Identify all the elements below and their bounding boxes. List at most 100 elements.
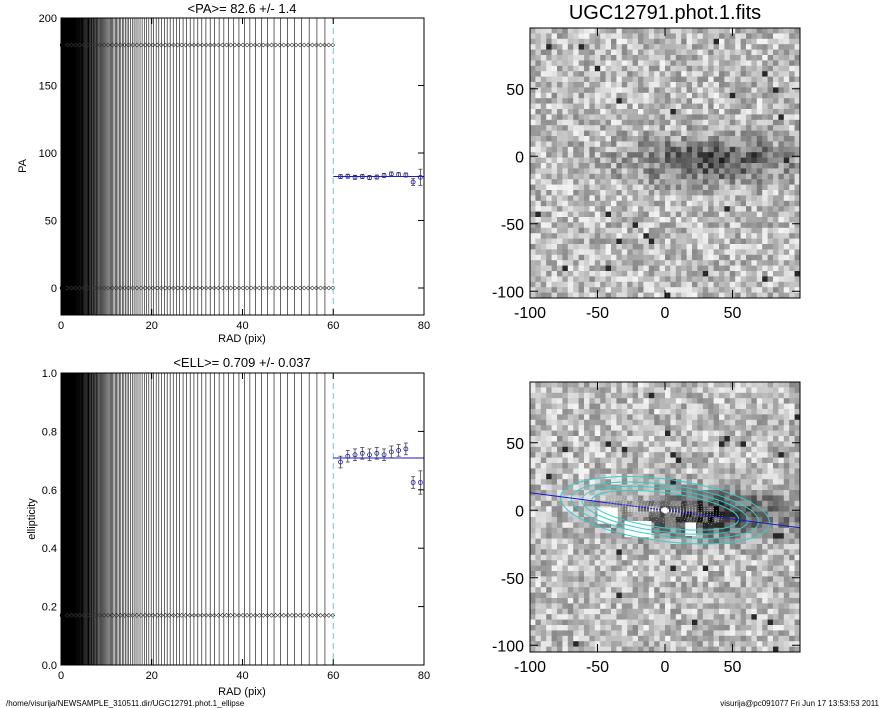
image-pixel	[659, 403, 666, 410]
image-pixel	[600, 533, 606, 539]
row-marker	[216, 612, 221, 618]
image-pixel	[589, 109, 596, 115]
image-pixel	[670, 425, 677, 431]
image-pixel	[756, 130, 763, 137]
image-pixel	[794, 200, 801, 207]
image-pixel	[562, 65, 569, 72]
image-pixel	[589, 387, 596, 394]
image-pixel	[724, 146, 731, 153]
image-pixel	[756, 287, 763, 293]
image-pixel	[632, 260, 639, 266]
image-pixel	[648, 146, 655, 153]
image-pixel	[654, 287, 660, 293]
image-pixel	[756, 463, 763, 469]
image-pixel	[719, 441, 725, 448]
image-pixel	[648, 409, 655, 415]
image-pixel	[530, 38, 536, 45]
image-pixel	[557, 222, 563, 229]
image-pixel	[762, 60, 768, 67]
image-pixel	[594, 441, 601, 448]
image-pixel	[740, 468, 747, 475]
image-pixel	[789, 179, 795, 185]
image-pixel	[578, 554, 585, 561]
image-pixel	[746, 92, 752, 99]
image-pixel	[605, 522, 612, 529]
image-pixel	[616, 281, 623, 288]
image-pixel	[675, 446, 682, 453]
image-pixel	[670, 146, 677, 153]
image-pixel	[648, 119, 655, 126]
image-pixel	[665, 292, 671, 299]
row-marker	[322, 612, 328, 618]
image-pixel	[767, 55, 774, 61]
image-pixel	[767, 60, 774, 67]
image-pixel	[578, 495, 585, 502]
image-pixel	[551, 517, 558, 523]
image-pixel	[789, 136, 795, 142]
image-pixel	[670, 217, 677, 223]
image-pixel	[686, 441, 693, 448]
image-pixel	[692, 565, 698, 572]
image-pixel	[751, 179, 758, 185]
image-pixel	[632, 146, 639, 153]
image-pixel	[594, 414, 601, 421]
image-pixel	[627, 125, 633, 131]
image-pixel	[767, 92, 774, 99]
image-pixel	[605, 392, 612, 399]
image-pixel	[638, 382, 644, 388]
image-pixel	[767, 457, 774, 464]
image-pixel	[665, 495, 671, 502]
image-pixel	[729, 414, 736, 421]
image-pixel	[654, 211, 660, 218]
image-pixel	[648, 392, 655, 399]
image-pixel	[535, 544, 542, 550]
image-pixel	[659, 136, 666, 142]
image-pixel	[616, 414, 623, 421]
image-pixel	[735, 254, 741, 261]
image-pixel	[643, 200, 650, 207]
image-pixel	[719, 403, 725, 410]
image-pixel	[735, 495, 741, 502]
image-pixel	[659, 265, 666, 272]
image-pixel	[681, 195, 687, 202]
image-pixel	[589, 265, 596, 272]
image-pixel	[778, 109, 785, 115]
image-pixel	[567, 425, 574, 431]
image-pixel	[773, 195, 779, 202]
image-pixel	[675, 71, 682, 77]
image-pixel	[562, 87, 569, 94]
image-pixel	[551, 430, 558, 437]
image-pixel	[783, 157, 790, 164]
image-pixel	[740, 425, 747, 431]
image-pixel	[708, 392, 714, 399]
image-pixel	[632, 141, 639, 148]
image-pixel	[530, 392, 536, 399]
image-pixel	[616, 211, 623, 218]
image-pixel	[773, 452, 779, 458]
image-pixel	[756, 495, 763, 502]
image-pixel	[708, 55, 714, 61]
image-pixel	[762, 403, 768, 410]
row-marker	[162, 285, 168, 291]
image-pixel	[783, 227, 790, 234]
image-pixel	[578, 71, 585, 77]
data-point	[403, 172, 409, 178]
image-pixel	[686, 44, 693, 50]
image-pixel	[648, 452, 655, 458]
image-pixel	[773, 130, 779, 137]
image-pixel	[681, 565, 687, 572]
image-pixel	[783, 254, 790, 261]
image-pixel	[594, 560, 601, 566]
image-pixel	[648, 419, 655, 426]
galaxy-image-panel: UGC12791.phot.1.fits -100 -50 0 50-100-5005…	[492, 2, 801, 322]
image-pixel	[670, 484, 677, 491]
image-pixel	[675, 414, 682, 421]
image-pixel	[713, 28, 720, 34]
image-pixel	[551, 109, 558, 115]
image-pixel	[762, 463, 768, 469]
image-pixel	[654, 511, 660, 518]
image-pixel	[546, 244, 552, 250]
image-pixel	[605, 55, 612, 61]
image-pixel	[729, 195, 736, 202]
image-pixel	[621, 265, 628, 272]
